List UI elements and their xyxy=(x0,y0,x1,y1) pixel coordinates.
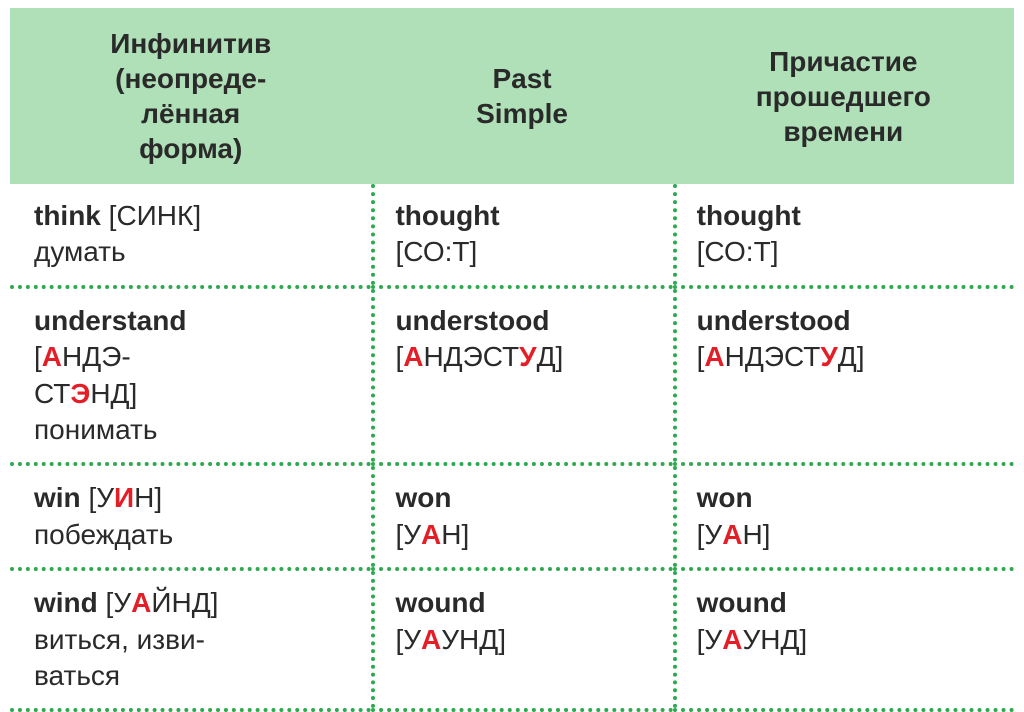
cell-past-simple: wound [УАУНД] xyxy=(371,571,672,710)
cell-past-simple: won [УАН] xyxy=(371,466,672,569)
pron-part: У xyxy=(403,624,421,655)
header-infinitive: Инфинитив (неопреде- лённая форма) xyxy=(10,8,371,184)
pron-accent: А xyxy=(421,519,441,550)
pron-close: ] xyxy=(211,587,219,618)
hdr-text: лённая xyxy=(24,96,357,131)
header-past-simple: Past Simple xyxy=(371,8,672,184)
translation: понимать xyxy=(34,414,157,445)
verb-word: wound xyxy=(395,587,485,618)
cell-infinitive: win [УИН] побеждать xyxy=(10,466,371,569)
hdr-text: (неопреде- xyxy=(24,61,357,96)
pron-part: Н] xyxy=(742,519,770,550)
pron-accent: И xyxy=(114,482,134,513)
pron-open: [ xyxy=(101,200,117,231)
table-row: win [УИН] побеждать won [УАН] won [УАН] xyxy=(10,466,1014,569)
pron-part: НДЭСТ xyxy=(725,341,821,372)
pron-part: СТ xyxy=(34,378,70,409)
translation: думать xyxy=(34,236,126,267)
pron-part: УНД] xyxy=(441,624,506,655)
pron-accent: А xyxy=(704,341,724,372)
hdr-text: Past xyxy=(385,61,658,96)
verb-word: thought xyxy=(697,200,801,231)
translation: виться, изви- xyxy=(34,624,205,655)
translation: ваться xyxy=(34,660,120,691)
pron-accent: У xyxy=(820,341,837,372)
pron-accent: А xyxy=(131,587,151,618)
pron-accent: А xyxy=(421,624,441,655)
cell-infinitive: wind [УАЙНД] виться, изви- ваться xyxy=(10,571,371,710)
verb-word: wound xyxy=(697,587,787,618)
pron-part: У xyxy=(704,624,722,655)
table-header-row: Инфинитив (неопреде- лённая форма) Past … xyxy=(10,8,1014,184)
pron-close: ] xyxy=(771,236,779,267)
verb-word: win xyxy=(34,482,81,513)
pron-accent: А xyxy=(403,341,423,372)
cell-past-participle: thought [СО:Т] xyxy=(673,184,1014,287)
cell-past-simple: thought [СО:Т] xyxy=(371,184,672,287)
pron-open: [ xyxy=(98,587,114,618)
table-row: think [СИНК] думать thought [СО:Т] thoug… xyxy=(10,184,1014,287)
verb-word: think xyxy=(34,200,101,231)
pron-accent: А xyxy=(722,519,742,550)
pron-part: НДЭ- xyxy=(62,341,131,372)
cell-past-simple: understood [АНДЭСТУД] xyxy=(371,289,672,465)
hdr-text: времени xyxy=(687,114,1000,149)
hdr-text: прошедшего xyxy=(687,79,1000,114)
verb-word: understood xyxy=(395,305,549,336)
pron-part: У xyxy=(704,519,722,550)
pron-part: Д] xyxy=(537,341,564,372)
pron-accent: У xyxy=(519,341,536,372)
pron-accent: Э xyxy=(70,378,90,409)
pron-part: СО:Т xyxy=(704,236,770,267)
verb-forms-table: Инфинитив (неопреде- лённая форма) Past … xyxy=(10,8,1014,712)
pron-part: У xyxy=(403,519,421,550)
pron-open: [ xyxy=(34,341,42,372)
hdr-text: Инфинитив xyxy=(24,26,357,61)
pron-close: ] xyxy=(193,200,201,231)
hdr-text: Simple xyxy=(385,96,658,131)
pron-part: У xyxy=(113,587,131,618)
pron-part: Н xyxy=(134,482,154,513)
verb-word: won xyxy=(395,482,451,513)
pron-part: У xyxy=(96,482,114,513)
pron-part: СО:Т xyxy=(403,236,469,267)
pron-open: [ xyxy=(81,482,97,513)
pron-part: Н] xyxy=(441,519,469,550)
translation: побеждать xyxy=(34,519,173,550)
verb-word: thought xyxy=(395,200,499,231)
header-past-participle: Причастие прошедшего времени xyxy=(673,8,1014,184)
pron-close: ] xyxy=(154,482,162,513)
pron-part: НДЭСТ xyxy=(423,341,519,372)
verb-word: wind xyxy=(34,587,98,618)
cell-infinitive: think [СИНК] думать xyxy=(10,184,371,287)
pron-part: УНД] xyxy=(742,624,807,655)
verb-word: understood xyxy=(697,305,851,336)
pron-accent: А xyxy=(42,341,62,372)
cell-past-participle: won [УАН] xyxy=(673,466,1014,569)
hdr-text: форма) xyxy=(24,131,357,166)
verb-word: understand xyxy=(34,305,186,336)
cell-infinitive: understand [АНДЭ- СТЭНД] понимать xyxy=(10,289,371,465)
verb-word: won xyxy=(697,482,753,513)
pron-part: НД] xyxy=(90,378,137,409)
pron-part: ЙНД xyxy=(151,587,210,618)
pron-accent: А xyxy=(722,624,742,655)
cell-past-participle: understood [АНДЭСТУД] xyxy=(673,289,1014,465)
pron-part: СИНК xyxy=(116,200,193,231)
pron-part: Д] xyxy=(838,341,865,372)
table-row: wind [УАЙНД] виться, изви- ваться wound … xyxy=(10,571,1014,710)
hdr-text: Причастие xyxy=(687,44,1000,79)
table-row: understand [АНДЭ- СТЭНД] понимать unders… xyxy=(10,289,1014,465)
pron-close: ] xyxy=(470,236,478,267)
cell-past-participle: wound [УАУНД] xyxy=(673,571,1014,710)
